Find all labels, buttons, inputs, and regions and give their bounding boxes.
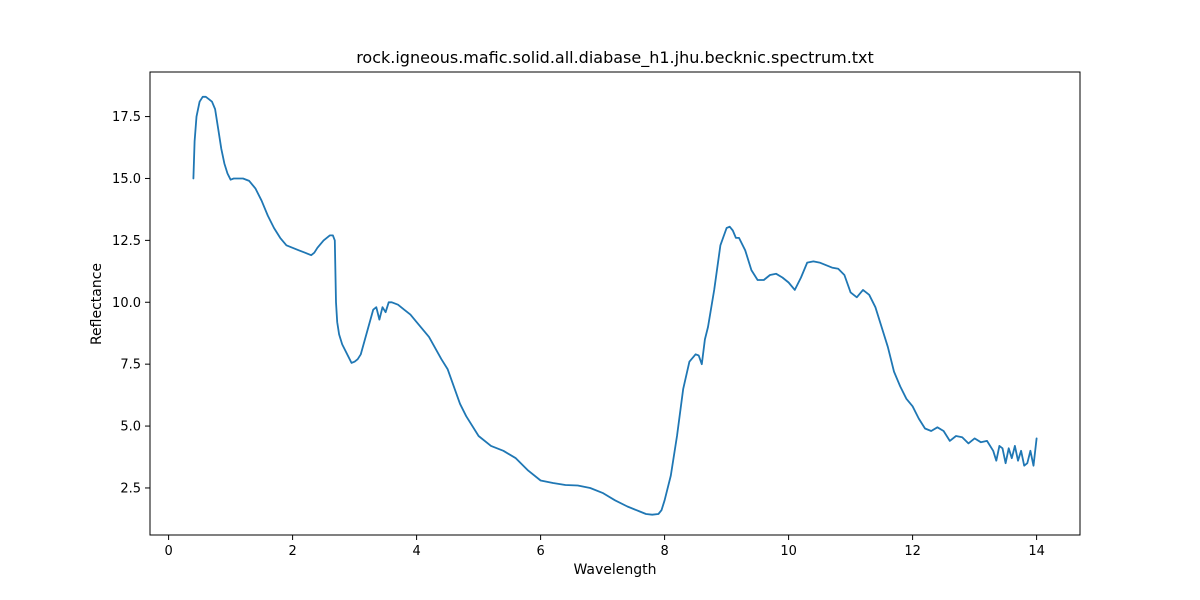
x-tick-label: 2 xyxy=(288,544,296,559)
plot-area xyxy=(192,95,1038,516)
y-tick-label: 10.0 xyxy=(112,296,141,311)
axes: 0 2 4 6 8 10 12 14 2.5 5.0 7.5 10.0 12.5 15.0 17.5 xyxy=(112,71,1081,559)
x-tick-label: 6 xyxy=(536,544,544,559)
series-line-0 xyxy=(192,95,1038,516)
x-tick-label: 0 xyxy=(164,544,172,559)
x-axis-label: Wavelength xyxy=(573,562,656,578)
y-tick-label: 7.5 xyxy=(120,358,141,373)
axes-frame xyxy=(149,71,1081,536)
x-tick-label: 4 xyxy=(412,544,420,559)
x-tick-label: 10 xyxy=(780,544,797,559)
y-tick-label: 2.5 xyxy=(120,481,141,496)
y-tick-label: 12.5 xyxy=(112,234,141,249)
y-axis-label: Reflectance xyxy=(89,263,105,345)
y-tick-label: 15.0 xyxy=(112,172,141,187)
x-tick-label: 12 xyxy=(904,544,921,559)
x-tick-label: 14 xyxy=(1028,544,1045,559)
x-tick-label: 8 xyxy=(660,544,668,559)
y-tick-label: 17.5 xyxy=(112,110,141,125)
chart-title: rock.igneous.mafic.solid.all.diabase_h1.… xyxy=(356,48,874,68)
y-tick-label: 5.0 xyxy=(120,420,141,435)
